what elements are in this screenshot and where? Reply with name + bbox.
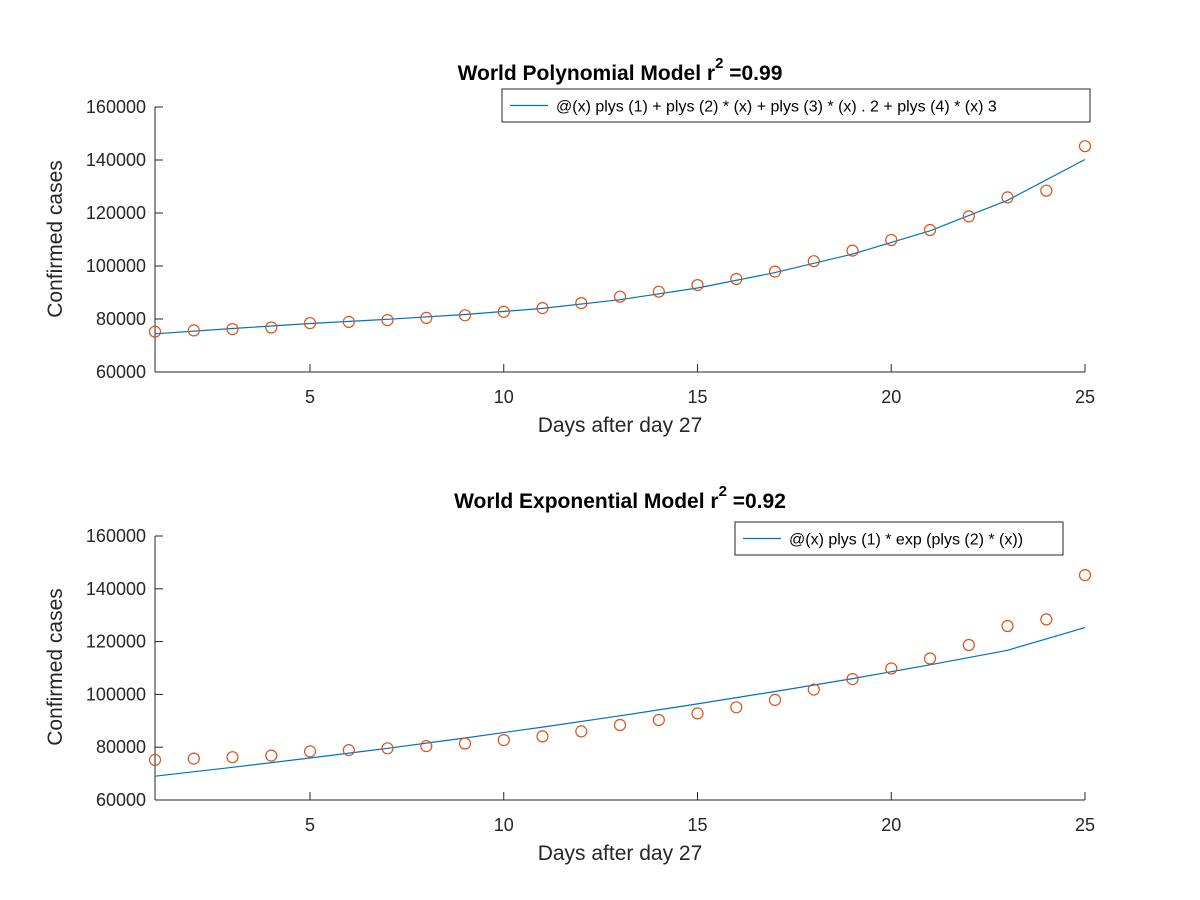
data-point xyxy=(962,638,975,652)
x-tick-label: 5 xyxy=(305,815,315,835)
data-point xyxy=(962,210,975,223)
x-tick-label: 20 xyxy=(881,387,901,407)
data-point xyxy=(187,324,200,337)
legend-box xyxy=(734,521,1064,556)
data-point xyxy=(458,737,472,750)
x-tick-label: 10 xyxy=(494,815,514,835)
data-point xyxy=(923,223,937,237)
data-point xyxy=(458,309,472,322)
data-point xyxy=(730,272,743,286)
data-point xyxy=(226,323,239,336)
exponential-model-panel: World Exponential Model r2 =0.92 5 10 15 20… xyxy=(44,483,1095,865)
data-point xyxy=(342,315,355,328)
data-point xyxy=(691,707,704,720)
data-point xyxy=(1001,191,1014,204)
data-point xyxy=(846,672,859,686)
data-point xyxy=(730,701,743,714)
y-axis-label: Confirmed cases xyxy=(44,160,67,318)
y-tick-label: 100000 xyxy=(86,256,146,276)
data-point xyxy=(1078,140,1092,153)
data-point xyxy=(1040,613,1053,626)
data-point xyxy=(885,233,898,247)
data-point xyxy=(342,743,355,757)
data-point xyxy=(807,255,820,268)
data-point xyxy=(768,265,782,278)
x-tick-label: 25 xyxy=(1075,387,1095,407)
data-point xyxy=(691,279,704,292)
data-point xyxy=(497,305,510,318)
legend: @(x) plys (1) * exp (plys (2) * (x)) xyxy=(734,521,1064,556)
data-point xyxy=(226,751,239,764)
plot-area: 5 10 15 20 25 60000 80000 100000 120000 140000 160… xyxy=(86,521,1095,835)
y-axis-label: Confirmed cases xyxy=(44,588,67,746)
y-tick-label: 80000 xyxy=(96,309,146,329)
data-point xyxy=(923,652,937,665)
chart-title: World Exponential Model r2 =0.92 xyxy=(454,483,786,513)
data-point xyxy=(420,739,433,753)
data-point xyxy=(420,311,433,324)
y-tick-label: 120000 xyxy=(86,632,146,652)
data-point xyxy=(652,285,665,298)
data-point xyxy=(265,321,278,334)
fit-curve xyxy=(154,158,1086,335)
x-axis-label: Days after day 27 xyxy=(538,414,703,437)
data-point xyxy=(381,314,394,327)
data-point xyxy=(613,718,627,732)
fit-curve xyxy=(154,627,1086,777)
data-point xyxy=(497,733,510,747)
data-point xyxy=(187,752,200,765)
y-tick-label: 60000 xyxy=(96,362,146,382)
x-tick-label: 15 xyxy=(687,387,707,407)
chart-title: World Polynomial Model r2 =0.99 xyxy=(458,55,783,85)
legend-entry-label: @(x) plys (1) + plys (2) * (x) + plys (3… xyxy=(556,99,997,116)
data-point xyxy=(303,317,317,330)
data-point xyxy=(575,725,588,738)
x-axis-label: Days after day 27 xyxy=(538,842,703,865)
data-point xyxy=(575,297,588,310)
polynomial-model-panel: World Polynomial Model r2 =0.99 5 10 15 20 2… xyxy=(44,55,1095,437)
data-point xyxy=(768,693,782,707)
x-tick-label: 10 xyxy=(494,387,514,407)
data-point xyxy=(148,753,162,767)
x-tick-label: 15 xyxy=(687,815,707,835)
data-point xyxy=(807,683,820,696)
data-point xyxy=(381,742,394,755)
data-point xyxy=(613,290,627,303)
x-tick-label: 20 xyxy=(881,815,901,835)
legend-entry-label: @(x) plys (1) * exp (plys (2) * (x)) xyxy=(789,532,1023,549)
data-point xyxy=(1078,568,1092,582)
data-point xyxy=(265,749,278,762)
data-point xyxy=(303,745,317,758)
data-point xyxy=(652,713,665,727)
y-tick-label: 160000 xyxy=(86,97,146,117)
y-tick-label: 100000 xyxy=(86,684,146,704)
legend: @(x) plys (1) + plys (2) * (x) + plys (3… xyxy=(501,88,1091,123)
x-tick-label: 5 xyxy=(305,387,315,407)
data-point xyxy=(536,730,549,743)
data-point xyxy=(846,244,859,257)
data-point xyxy=(1040,184,1053,197)
y-tick-label: 120000 xyxy=(86,203,146,223)
data-point xyxy=(885,662,898,675)
y-tick-label: 140000 xyxy=(86,150,146,170)
y-tick-label: 80000 xyxy=(96,737,146,757)
y-tick-label: 160000 xyxy=(86,526,146,546)
data-point xyxy=(148,325,162,338)
y-tick-label: 140000 xyxy=(86,579,146,599)
plot-area: 5 10 15 20 25 60000 80000 100000 120000 140000 160… xyxy=(86,88,1095,407)
x-tick-label: 25 xyxy=(1075,815,1095,835)
y-tick-label: 60000 xyxy=(96,790,146,810)
data-point xyxy=(1001,619,1014,633)
data-point xyxy=(536,302,549,315)
legend-box xyxy=(501,88,1091,123)
